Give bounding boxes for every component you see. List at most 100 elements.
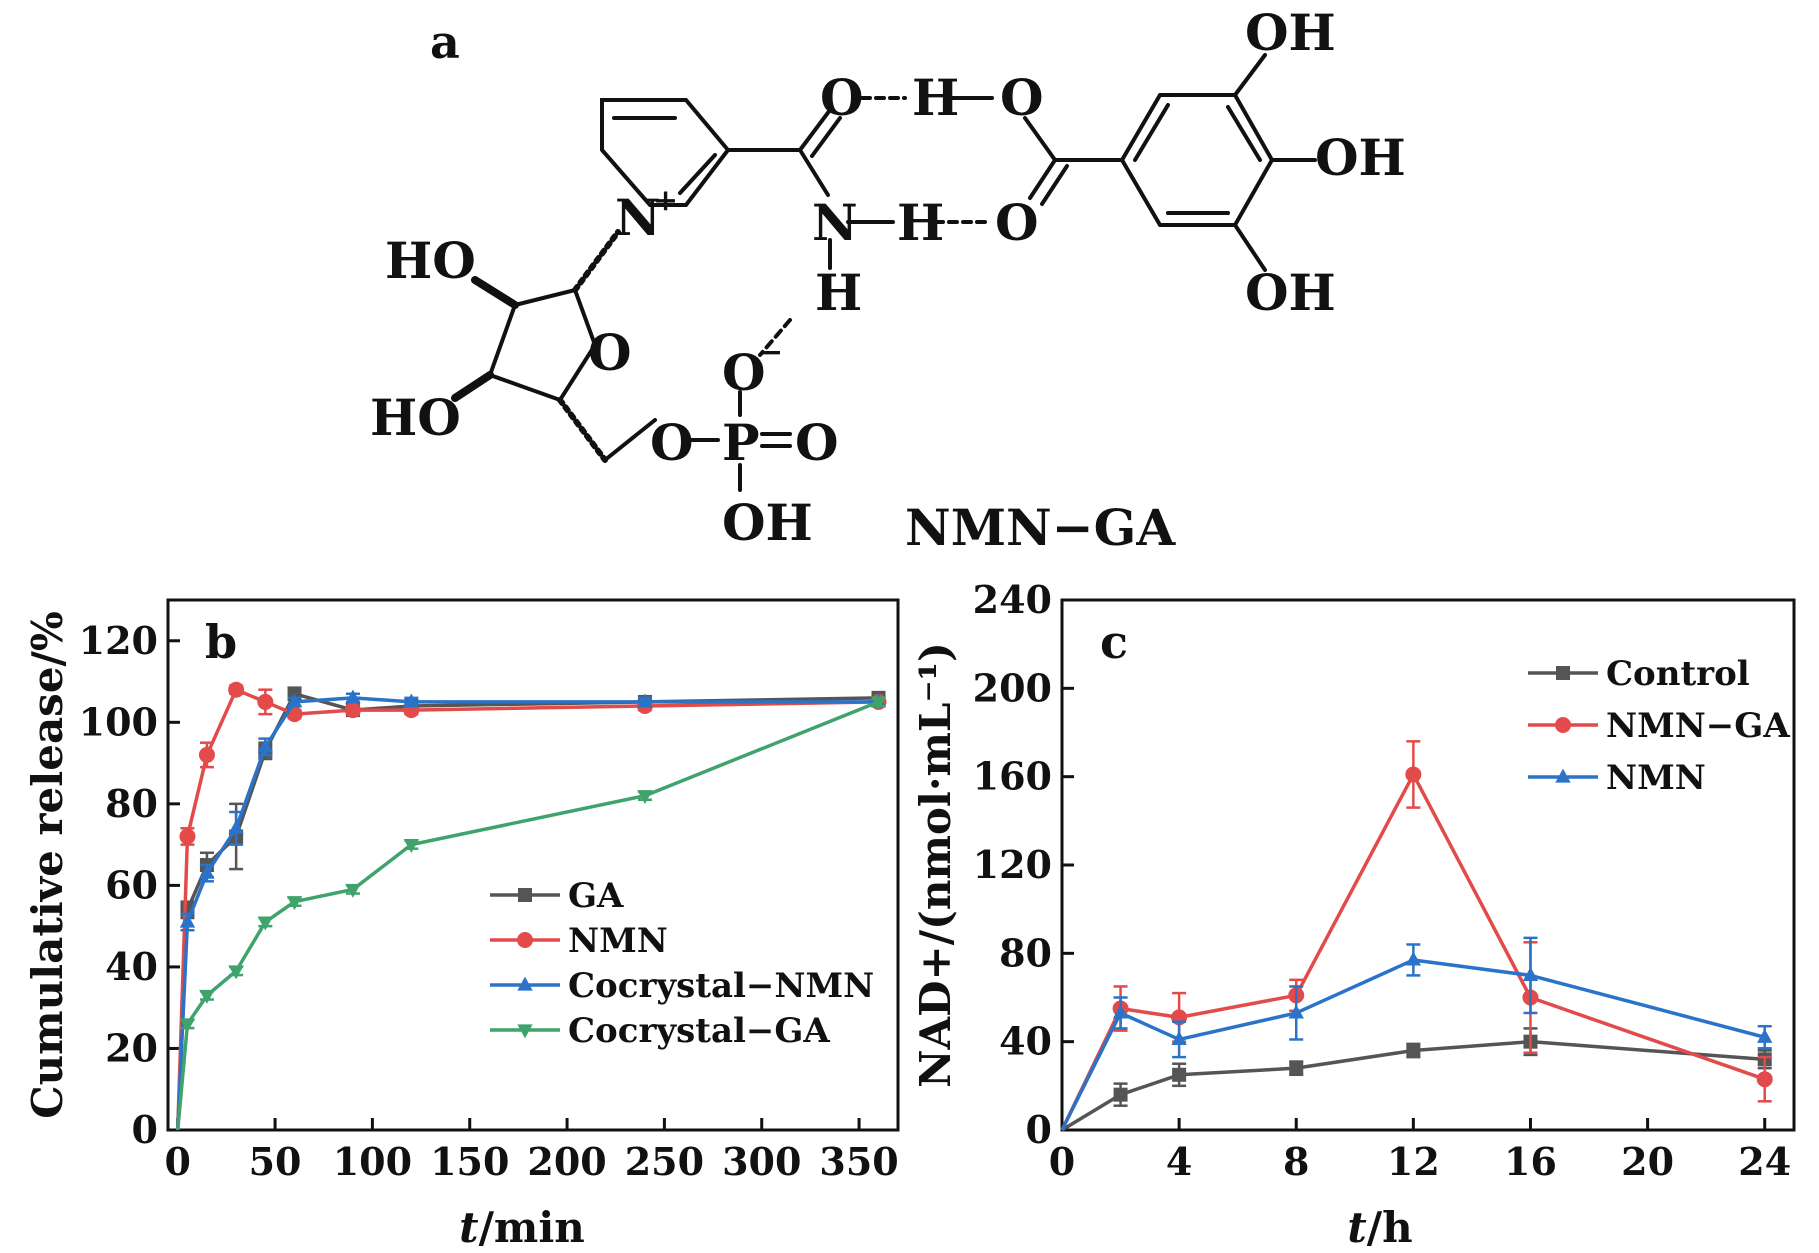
x-tick-label: 50 <box>249 1139 302 1184</box>
benzene-ring <box>1119 93 1275 227</box>
legend-label: NMN−GA <box>1606 706 1790 746</box>
ribose-ho-bot-wedge <box>451 371 494 402</box>
legend-swatch-marker <box>518 888 532 902</box>
legend-swatch-marker <box>517 976 533 991</box>
atom-h-amide: H <box>815 263 862 322</box>
series-nmn <box>175 681 887 1131</box>
legend-label: NMN <box>568 921 668 961</box>
data-point <box>1405 766 1422 783</box>
x-tick-label: 4 <box>1166 1139 1192 1184</box>
data-point <box>257 738 274 753</box>
atom-ho-bot: HO <box>370 388 461 447</box>
legend-c: Control NMN−GA NMN <box>1528 654 1790 798</box>
x-tick-label: 200 <box>527 1139 606 1184</box>
panel-a-structure: a <box>370 3 1406 557</box>
y-tick-label: 40 <box>999 1019 1052 1064</box>
atom-n-plus-charge: + <box>653 183 678 218</box>
legend-label: GA <box>568 876 624 916</box>
data-point <box>179 828 196 845</box>
atom-p: P <box>722 413 760 472</box>
x-axis-title-b-italic: t <box>459 1203 478 1252</box>
atom-n-amide: N <box>812 193 858 252</box>
series-nmn-ga <box>1060 740 1773 1131</box>
x-axis-title-c: t/h <box>1347 1203 1412 1252</box>
legend-item: NMN <box>1528 758 1706 798</box>
panel-a-label: a <box>430 15 460 69</box>
y-tick-label: 160 <box>973 754 1052 799</box>
x-tick-label: 0 <box>165 1139 191 1184</box>
y-tick-label: 20 <box>105 1025 158 1070</box>
data-point <box>1113 1087 1128 1102</box>
x-tick-label: 300 <box>722 1139 801 1184</box>
ribose-ho-top-wedge <box>471 276 519 309</box>
data-point <box>1756 1071 1773 1088</box>
tick-group-b: 0 50 100 150 200 250 300 350 0 20 40 60 80 100 120 <box>79 618 899 1184</box>
ch2-to-o-bond <box>603 418 657 462</box>
x-tick-label: 150 <box>430 1139 509 1184</box>
ribose-to-n-hashed <box>572 229 621 293</box>
data-point <box>228 681 245 698</box>
pyridinium-inner-bond-2 <box>678 153 717 195</box>
data-point <box>257 916 274 931</box>
data-point <box>198 746 215 763</box>
atom-h-bridge2: H <box>897 193 944 252</box>
benzene-inner-1 <box>1133 103 1170 162</box>
series-line <box>175 700 880 1131</box>
legend-swatch-marker <box>1556 666 1570 680</box>
x-axis-title-b: t/min <box>459 1203 585 1252</box>
data-point <box>637 790 653 805</box>
y-tick-label: 0 <box>132 1107 158 1152</box>
data-point <box>1288 1004 1304 1019</box>
hbond-phosphate <box>758 318 792 357</box>
x-tick-label: 20 <box>1621 1139 1674 1184</box>
benzene-oh-bot-bond <box>1233 223 1267 272</box>
legend-b: GA NMN Cocrystal−NMN Cocrystal−GA <box>490 876 874 1051</box>
data-point <box>1406 1043 1421 1058</box>
data-point <box>1757 1028 1773 1043</box>
y-axis-title-b: Cumulative release/% <box>23 611 72 1119</box>
pyridinium-ring <box>600 98 731 207</box>
benzene-inner-2 <box>1226 105 1262 162</box>
series-cocrystal-nmn <box>175 689 887 1131</box>
atom-h-bridge: H <box>912 68 959 127</box>
series-cocrystal-ga <box>175 696 887 1131</box>
y-tick-label: 80 <box>999 930 1052 975</box>
data-point <box>228 965 244 980</box>
y-tick-label: 200 <box>973 665 1052 710</box>
x-tick-label: 24 <box>1738 1139 1791 1184</box>
data-point <box>1522 967 1539 982</box>
acid-carbonyl-a <box>1028 158 1057 200</box>
legend-item: Cocrystal−GA <box>490 1011 830 1051</box>
x-tick-label: 0 <box>1049 1139 1075 1184</box>
data-point <box>286 896 303 911</box>
ribose-ch2-hashed <box>557 397 608 463</box>
structure-atoms: OH OH OH O H O N H O N + H O − HO HO O O… <box>370 3 1406 552</box>
data-point <box>1289 1061 1304 1076</box>
atom-oh-p: OH <box>722 493 813 552</box>
carbonyl-double-bond-b <box>810 116 842 158</box>
atom-oh-mid: OH <box>1315 128 1406 187</box>
benzene-oh-top-bond <box>1233 53 1267 97</box>
panel-b-chart: b 0 50 100 150 200 250 300 350 0 20 40 60 80 100 120 G… <box>23 598 900 1252</box>
y-tick-label: 120 <box>973 842 1052 887</box>
legend-item: GA <box>490 876 624 916</box>
series-line <box>175 696 879 1131</box>
legend-swatch-marker <box>1555 717 1571 733</box>
atom-oh-bot: OH <box>1245 263 1336 322</box>
x-axis-title-c-rest: /h <box>1367 1203 1413 1252</box>
data-point <box>637 693 653 708</box>
data-point <box>1405 951 1422 966</box>
panel-b-label: b <box>205 615 237 669</box>
y-tick-label: 60 <box>105 862 158 907</box>
data-point <box>199 989 215 1004</box>
data-point <box>199 864 215 879</box>
legend-label: NMN <box>1606 758 1706 798</box>
y-tick-label: 0 <box>1026 1107 1052 1152</box>
atom-o-carbonyl: O <box>820 68 864 127</box>
data-point <box>228 819 244 834</box>
data-point <box>179 913 196 928</box>
atom-oh-top: OH <box>1245 3 1336 62</box>
x-tick-label: 16 <box>1504 1139 1557 1184</box>
